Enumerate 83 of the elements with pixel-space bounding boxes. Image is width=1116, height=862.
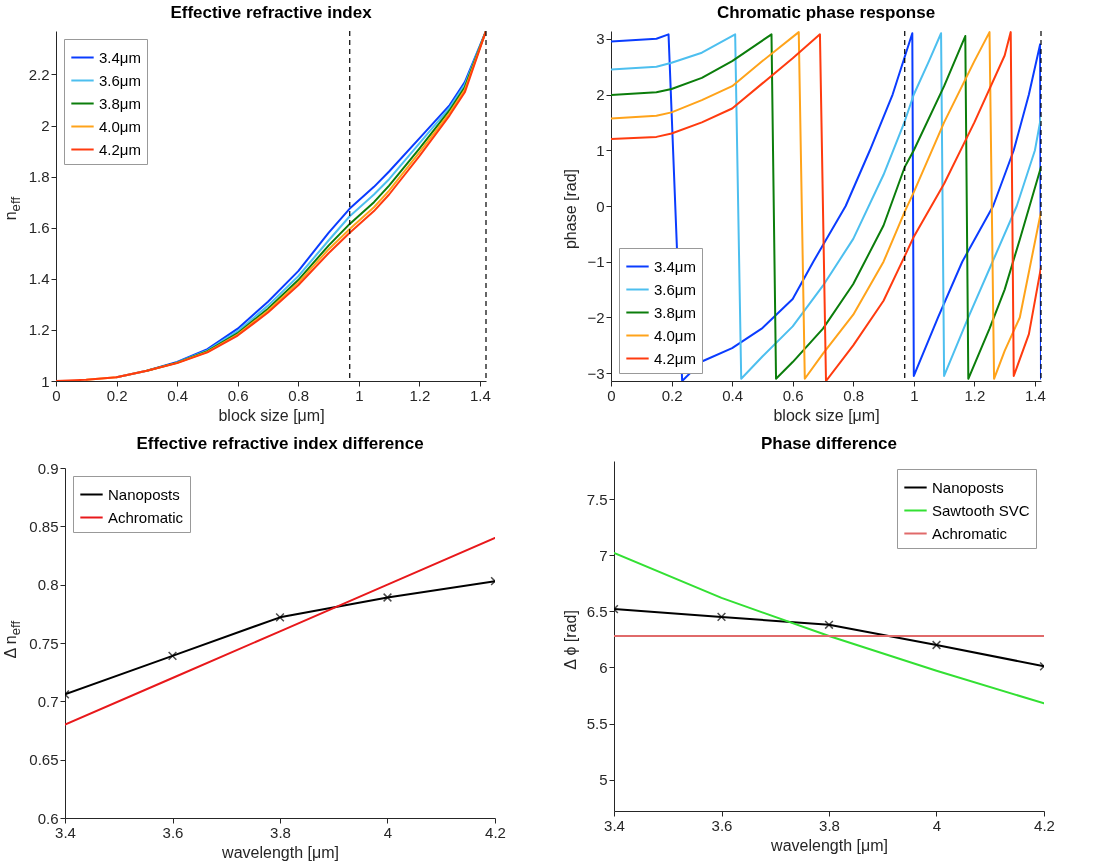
point [716, 612, 727, 622]
x-tick-label: 0.2 [106, 386, 128, 404]
y-tick-label: 7 [599, 546, 608, 564]
x-axis-title: wavelength [μm] [770, 836, 888, 854]
point [931, 640, 942, 650]
y-tick-label: 6.5 [586, 602, 608, 620]
legend-label: Nanoposts [932, 478, 1004, 496]
y-tick-label: 1.6 [28, 219, 50, 237]
x-tick-label: 0.4 [722, 386, 744, 404]
y-tick-label: 1 [41, 372, 50, 390]
x-tick-label: 0.4 [167, 386, 189, 404]
y-axis-title: phase [rad] [562, 168, 580, 250]
chart-title: Effective refractive index [170, 3, 373, 23]
legend-label: 3.8μm [654, 303, 696, 321]
y-tick-label: 0.8 [37, 576, 59, 594]
x-tick-label: 4 [383, 823, 393, 841]
x-tick-label: 1.2 [409, 386, 431, 404]
x-tick-label: 1.2 [964, 386, 986, 404]
legend-label: 3.4μm [99, 48, 141, 66]
y-tick-label: 0.85 [29, 517, 59, 535]
x-tick-label: 3.4 [604, 816, 625, 834]
y-tick-label: 5.5 [586, 715, 608, 732]
y-tick-label: 1.4 [28, 270, 50, 288]
legend-label: 4.2μm [99, 140, 141, 158]
line-series [65, 537, 495, 726]
y-tick-label: 6 [599, 658, 608, 676]
point [824, 620, 834, 630]
x-tick-label: 0.8 [288, 386, 310, 404]
x-tick-label: 4.2 [485, 823, 506, 841]
x-tick-label: 1 [355, 386, 364, 404]
chart-title: Phase difference [760, 434, 898, 453]
y-tick-label: 7.5 [586, 490, 608, 508]
y-tick-label: 2 [596, 86, 605, 104]
legend-label: Nanoposts [108, 485, 180, 503]
point [382, 592, 393, 603]
x-axis-title: block size [μm] [773, 406, 880, 424]
legend-label: 3.4μm [654, 257, 696, 275]
y-tick-label: 5 [599, 771, 608, 789]
y-tick-label: 1 [596, 141, 605, 159]
line-series [614, 551, 1044, 705]
y-tick-label: 0.9 [37, 459, 59, 477]
x-tick-label: 3.4 [55, 823, 76, 841]
y-tick-label: 0.65 [29, 751, 59, 769]
y-tick-label: −3 [587, 364, 605, 382]
x-axis-title: block size [μm] [218, 406, 325, 424]
x-tick-label: 4 [932, 816, 942, 834]
legend-label: 4.0μm [99, 117, 141, 135]
y-tick-label: 0.75 [29, 634, 59, 652]
x-tick-label: 3.6 [711, 816, 733, 834]
y-tick-label: −2 [587, 308, 605, 326]
y-tick-label: 0.7 [37, 692, 59, 710]
point [275, 612, 285, 622]
x-tick-label: 1.4 [470, 386, 491, 404]
point [167, 651, 178, 661]
y-tick-label: 2.2 [28, 65, 50, 83]
x-tick-label: 1.4 [1025, 386, 1046, 404]
x-axis-title: wavelength [μm] [221, 843, 339, 861]
chart-title: Effective refractive index difference [136, 434, 424, 453]
legend-label: 3.6μm [654, 280, 696, 298]
x-tick-label: 1 [910, 386, 919, 404]
y-tick-label: −1 [587, 253, 605, 271]
legend-label: Achromatic [108, 508, 184, 526]
y-tick-label: 1.8 [28, 168, 50, 186]
x-tick-label: 0.6 [227, 386, 249, 404]
y-axis-title: Δ ϕ [rad] [562, 610, 580, 670]
y-tick-label: 3 [596, 30, 605, 48]
x-tick-label: 3.6 [162, 823, 184, 841]
x-tick-label: 0.8 [843, 386, 865, 404]
legend-label: 4.0μm [654, 326, 696, 344]
legend-label: 4.2μm [654, 349, 696, 367]
x-tick-label: 3.8 [819, 816, 840, 834]
legend-label: 3.8μm [99, 94, 141, 112]
y-tick-label: 0 [596, 197, 605, 215]
y-tick-label: 1.2 [28, 321, 50, 339]
x-tick-label: 0.6 [782, 386, 804, 404]
chart-title: Chromatic phase response [716, 3, 936, 23]
x-tick-label: 0.2 [661, 386, 683, 404]
legend-label: Achromatic [932, 524, 1008, 542]
legend-label: 3.6μm [99, 71, 141, 89]
y-tick-label: 2 [41, 117, 50, 135]
x-tick-label: 3.8 [270, 823, 291, 841]
x-tick-label: 4.2 [1034, 816, 1055, 834]
legend-label: Sawtooth SVC [932, 501, 1030, 519]
